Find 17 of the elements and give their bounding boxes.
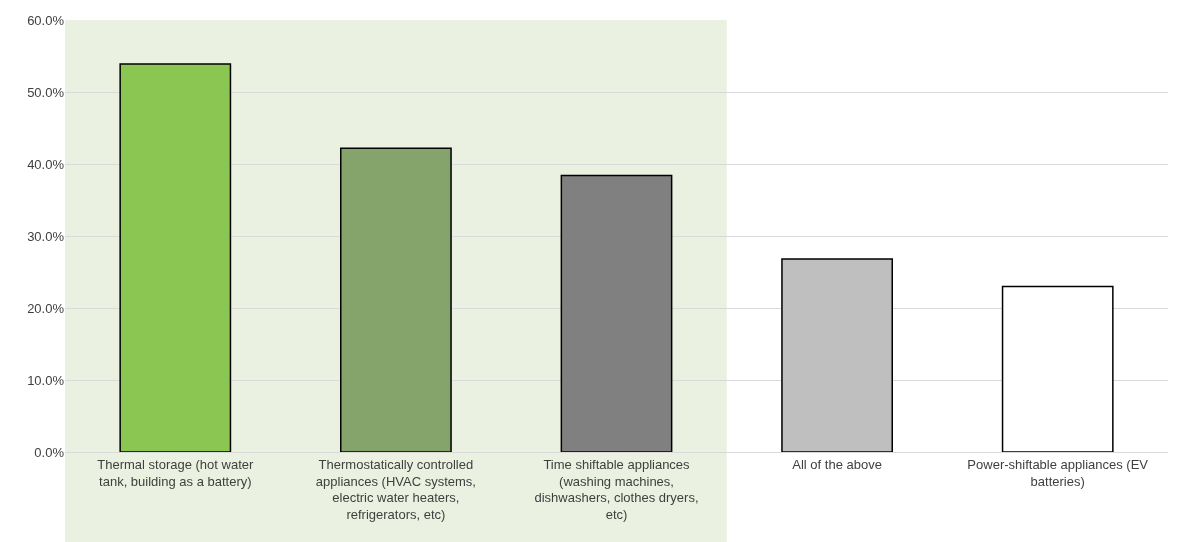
x-tick-label: Power-shiftable appliances (EV batteries)	[967, 456, 1149, 489]
y-tick-label: 0.0%	[34, 444, 65, 460]
bar	[781, 258, 893, 452]
bar	[119, 63, 232, 452]
x-tick-label: Time shiftable appliances (washing machines, dishwashers, clothes dryers, etc)	[534, 456, 699, 523]
bar	[560, 174, 673, 452]
y-tick-label: 40.0%	[27, 156, 65, 172]
x-tick-label: Thermal storage (hot water tank, building as a battery)	[97, 456, 254, 489]
x-tick-label: All of the above	[792, 456, 882, 472]
bar	[1001, 285, 1114, 452]
y-tick-label: 50.0%	[27, 84, 65, 100]
y-tick-label: 30.0%	[27, 228, 65, 244]
y-tick-label: 10.0%	[27, 372, 65, 388]
bar	[340, 147, 452, 452]
y-tick-label: 60.0%	[27, 12, 65, 28]
y-tick-label: 20.0%	[27, 300, 65, 316]
x-tick-label: Thermostatically controlled appliances (HVAC systems, electric water heaters, refrigerators, etc)	[315, 456, 476, 523]
